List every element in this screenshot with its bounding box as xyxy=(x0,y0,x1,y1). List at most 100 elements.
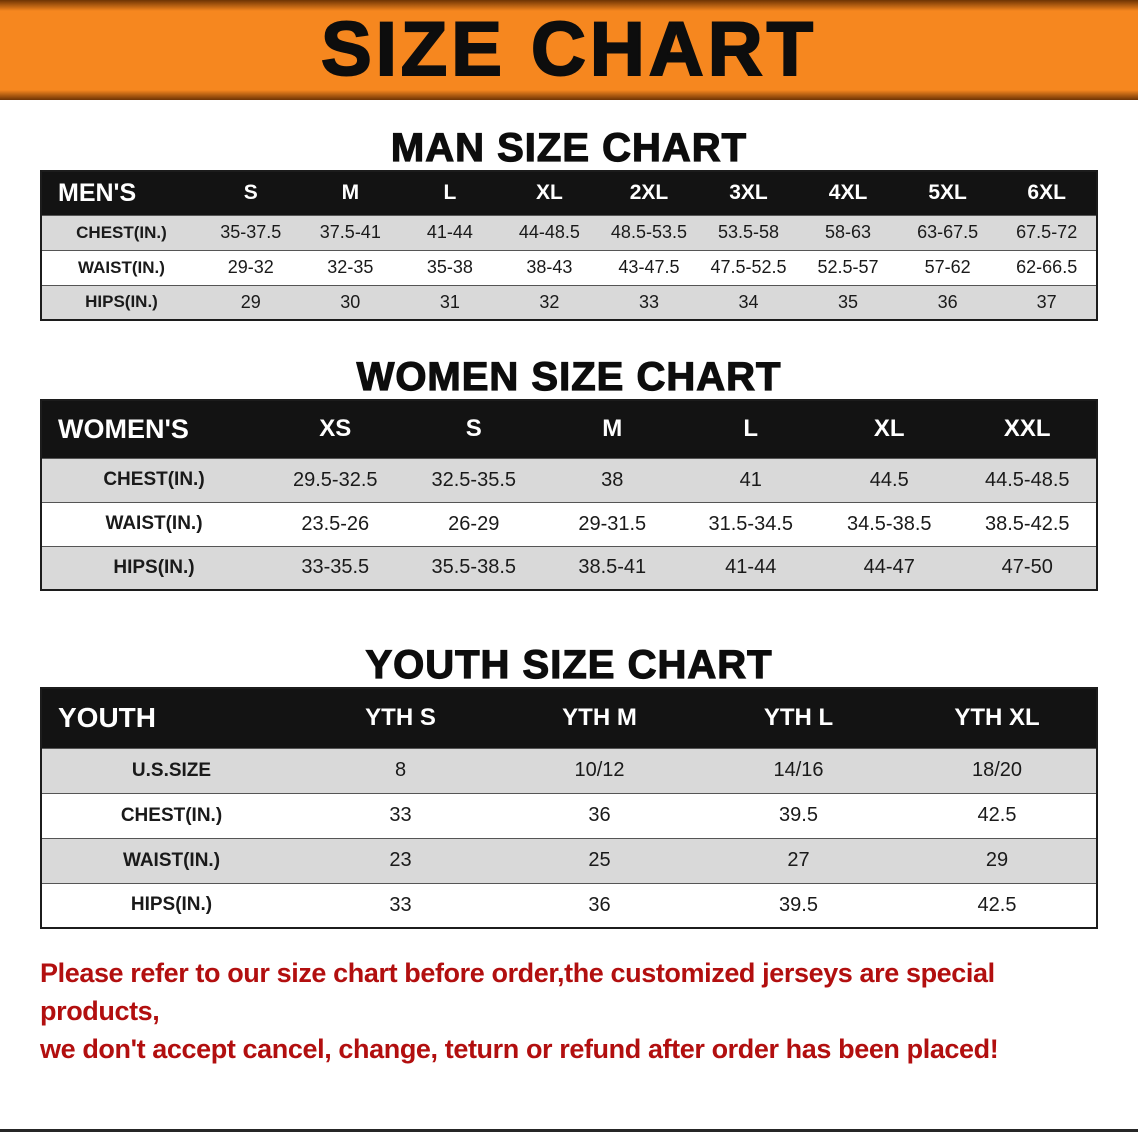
measurement-value: 35 xyxy=(838,291,859,312)
measurement-value: 41 xyxy=(739,468,762,491)
youth-size-table: YOUTH YTH S YTH M YTH L YTH XL U.S.SIZE 8 10/12… xyxy=(40,687,1098,929)
measurement-value: 26-29 xyxy=(448,512,500,535)
measurement-value: 27 xyxy=(787,849,810,871)
size-column-header: S xyxy=(201,171,301,215)
measurement-row: U.S.SIZE 8 10/12 14/16 18/20 xyxy=(41,748,1097,793)
measurement-value: 48.5-53.5 xyxy=(610,222,687,242)
measurement-label: U.S.SIZE xyxy=(131,759,212,781)
measurement-label: WAIST(IN.) xyxy=(122,849,221,871)
measurement-value: 37 xyxy=(1036,291,1057,312)
measurement-value: 32-35 xyxy=(327,257,374,277)
measurement-value: 62-66.5 xyxy=(1016,257,1078,277)
measurement-value: 33 xyxy=(389,893,412,916)
measurement-value: 67.5-72 xyxy=(1016,222,1078,242)
size-column-header: S xyxy=(404,400,543,458)
youth-header-row: YOUTH YTH S YTH M YTH L YTH XL xyxy=(41,688,1097,748)
measurement-label: CHEST(IN.) xyxy=(76,222,167,242)
measurement-label: HIPS(IN.) xyxy=(113,556,195,578)
measurement-value: 32.5-35.5 xyxy=(431,468,516,491)
measurement-row: CHEST(IN.) 29.5-32.5 32.5-35.5 38 41 44.5 44.5… xyxy=(41,458,1097,502)
measurement-value: 63-67.5 xyxy=(917,222,979,242)
measurement-value: 38-43 xyxy=(526,257,573,277)
women-size-table: WOMEN'S XS S M L XL XXL CHEST(IN.) 29.5-32.5 32.5… xyxy=(40,399,1098,591)
measurement-value: 32 xyxy=(539,291,560,312)
men-table-title: MEN'S xyxy=(41,171,201,215)
size-column-header: YTH M xyxy=(500,688,699,748)
measurement-label: CHEST(IN.) xyxy=(120,804,223,826)
size-column-header: 4XL xyxy=(798,171,898,215)
measurement-value: 36 xyxy=(937,291,958,312)
measurement-value: 25 xyxy=(588,849,611,871)
women-section-heading: WOMEN SIZE CHART xyxy=(356,354,782,399)
measurement-value: 44-47 xyxy=(863,556,915,579)
disclaimer-line1: Please refer to our size chart before or… xyxy=(40,958,995,1026)
size-column-header: XL xyxy=(499,171,600,215)
banner: SIZE CHART xyxy=(0,0,1138,100)
measurement-value: 23.5-26 xyxy=(301,512,370,535)
youth-section-heading: YOUTH SIZE CHART xyxy=(365,642,773,687)
measurement-value: 33 xyxy=(638,291,659,312)
measurement-value: 36 xyxy=(588,804,611,826)
bottom-border xyxy=(0,1129,1138,1132)
measurement-value: 44.5 xyxy=(869,468,909,491)
measurement-value: 38.5-41 xyxy=(578,556,647,579)
measurement-value: 33-35.5 xyxy=(301,556,370,579)
size-column-header: M xyxy=(543,400,682,458)
measurement-value: 47.5-52.5 xyxy=(710,257,787,277)
measurement-row: WAIST(IN.) 23 25 27 29 xyxy=(41,838,1097,883)
measurement-row: HIPS(IN.) 33-35.5 35.5-38.5 38.5-41 41-44 44-… xyxy=(41,546,1097,590)
measurement-value: 44-48.5 xyxy=(518,222,580,242)
size-column-header: 6XL xyxy=(997,171,1097,215)
measurement-value: 29.5-32.5 xyxy=(292,468,378,491)
measurement-row: CHEST(IN.) 35-37.5 37.5-41 41-44 44-48.5 48.5… xyxy=(41,215,1097,250)
measurement-value: 53.5-58 xyxy=(717,222,780,242)
measurement-label: HIPS(IN.) xyxy=(130,894,213,916)
measurement-value: 41-44 xyxy=(725,556,777,579)
measurement-value: 29 xyxy=(240,291,261,312)
measurement-value: 33 xyxy=(389,804,412,826)
banner-title: SIZE CHART xyxy=(320,7,817,92)
size-column-header: 2XL xyxy=(599,171,699,215)
measurement-value: 29-31.5 xyxy=(578,512,647,535)
size-column-header: XL xyxy=(820,400,959,458)
measurement-value: 52.5-57 xyxy=(817,257,879,277)
measurement-value: 34.5-38.5 xyxy=(846,512,932,535)
measurement-label: WAIST(IN.) xyxy=(78,257,165,277)
measurement-value: 23 xyxy=(389,849,412,871)
measurement-value: 57-62 xyxy=(924,257,971,277)
measurement-value: 29 xyxy=(985,849,1009,871)
size-column-header: L xyxy=(681,400,820,458)
measurement-row: CHEST(IN.) 33 36 39.5 42.5 xyxy=(41,793,1097,838)
measurement-value: 39.5 xyxy=(779,804,818,826)
measurement-row: HIPS(IN.) 33 36 39.5 42.5 xyxy=(41,883,1097,928)
women-header-row: WOMEN'S XS S M L XL XXL xyxy=(41,400,1097,458)
size-column-header: YTH L xyxy=(699,688,898,748)
measurement-value: 35-38 xyxy=(426,257,473,277)
size-column-header: YTH S xyxy=(301,688,500,748)
measurement-value: 36 xyxy=(588,893,611,916)
measurement-label: WAIST(IN.) xyxy=(105,513,203,534)
measurement-value: 43-47.5 xyxy=(618,257,680,277)
measurement-value: 35.5-38.5 xyxy=(431,556,516,579)
measurement-value: 14/16 xyxy=(773,759,824,781)
measurement-label: HIPS(IN.) xyxy=(85,292,158,312)
measurement-value: 42.5 xyxy=(977,804,1017,826)
disclaimer: Please refer to our size chart before or… xyxy=(40,954,1108,1068)
size-column-header: 5XL xyxy=(897,171,998,215)
size-column-header: YTH XL xyxy=(898,688,1097,748)
women-table-title: WOMEN'S xyxy=(41,400,266,458)
youth-table-title: YOUTH xyxy=(41,688,301,748)
measurement-value: 10/12 xyxy=(574,759,625,781)
size-column-header: M xyxy=(300,171,401,215)
men-section-heading: MAN SIZE CHART xyxy=(390,125,748,170)
measurement-row: WAIST(IN.) 23.5-26 26-29 29-31.5 31.5-34.5 34… xyxy=(41,502,1097,546)
size-column-header: L xyxy=(400,171,500,215)
measurement-value: 31 xyxy=(439,291,460,312)
disclaimer-line2: we don't accept cancel, change, teturn o… xyxy=(40,1034,999,1064)
measurement-value: 34 xyxy=(738,291,759,312)
measurement-value: 18/20 xyxy=(971,759,1023,781)
measurement-value: 37.5-41 xyxy=(319,222,381,242)
measurement-value: 8 xyxy=(394,759,407,781)
measurement-value: 58-63 xyxy=(825,222,872,242)
